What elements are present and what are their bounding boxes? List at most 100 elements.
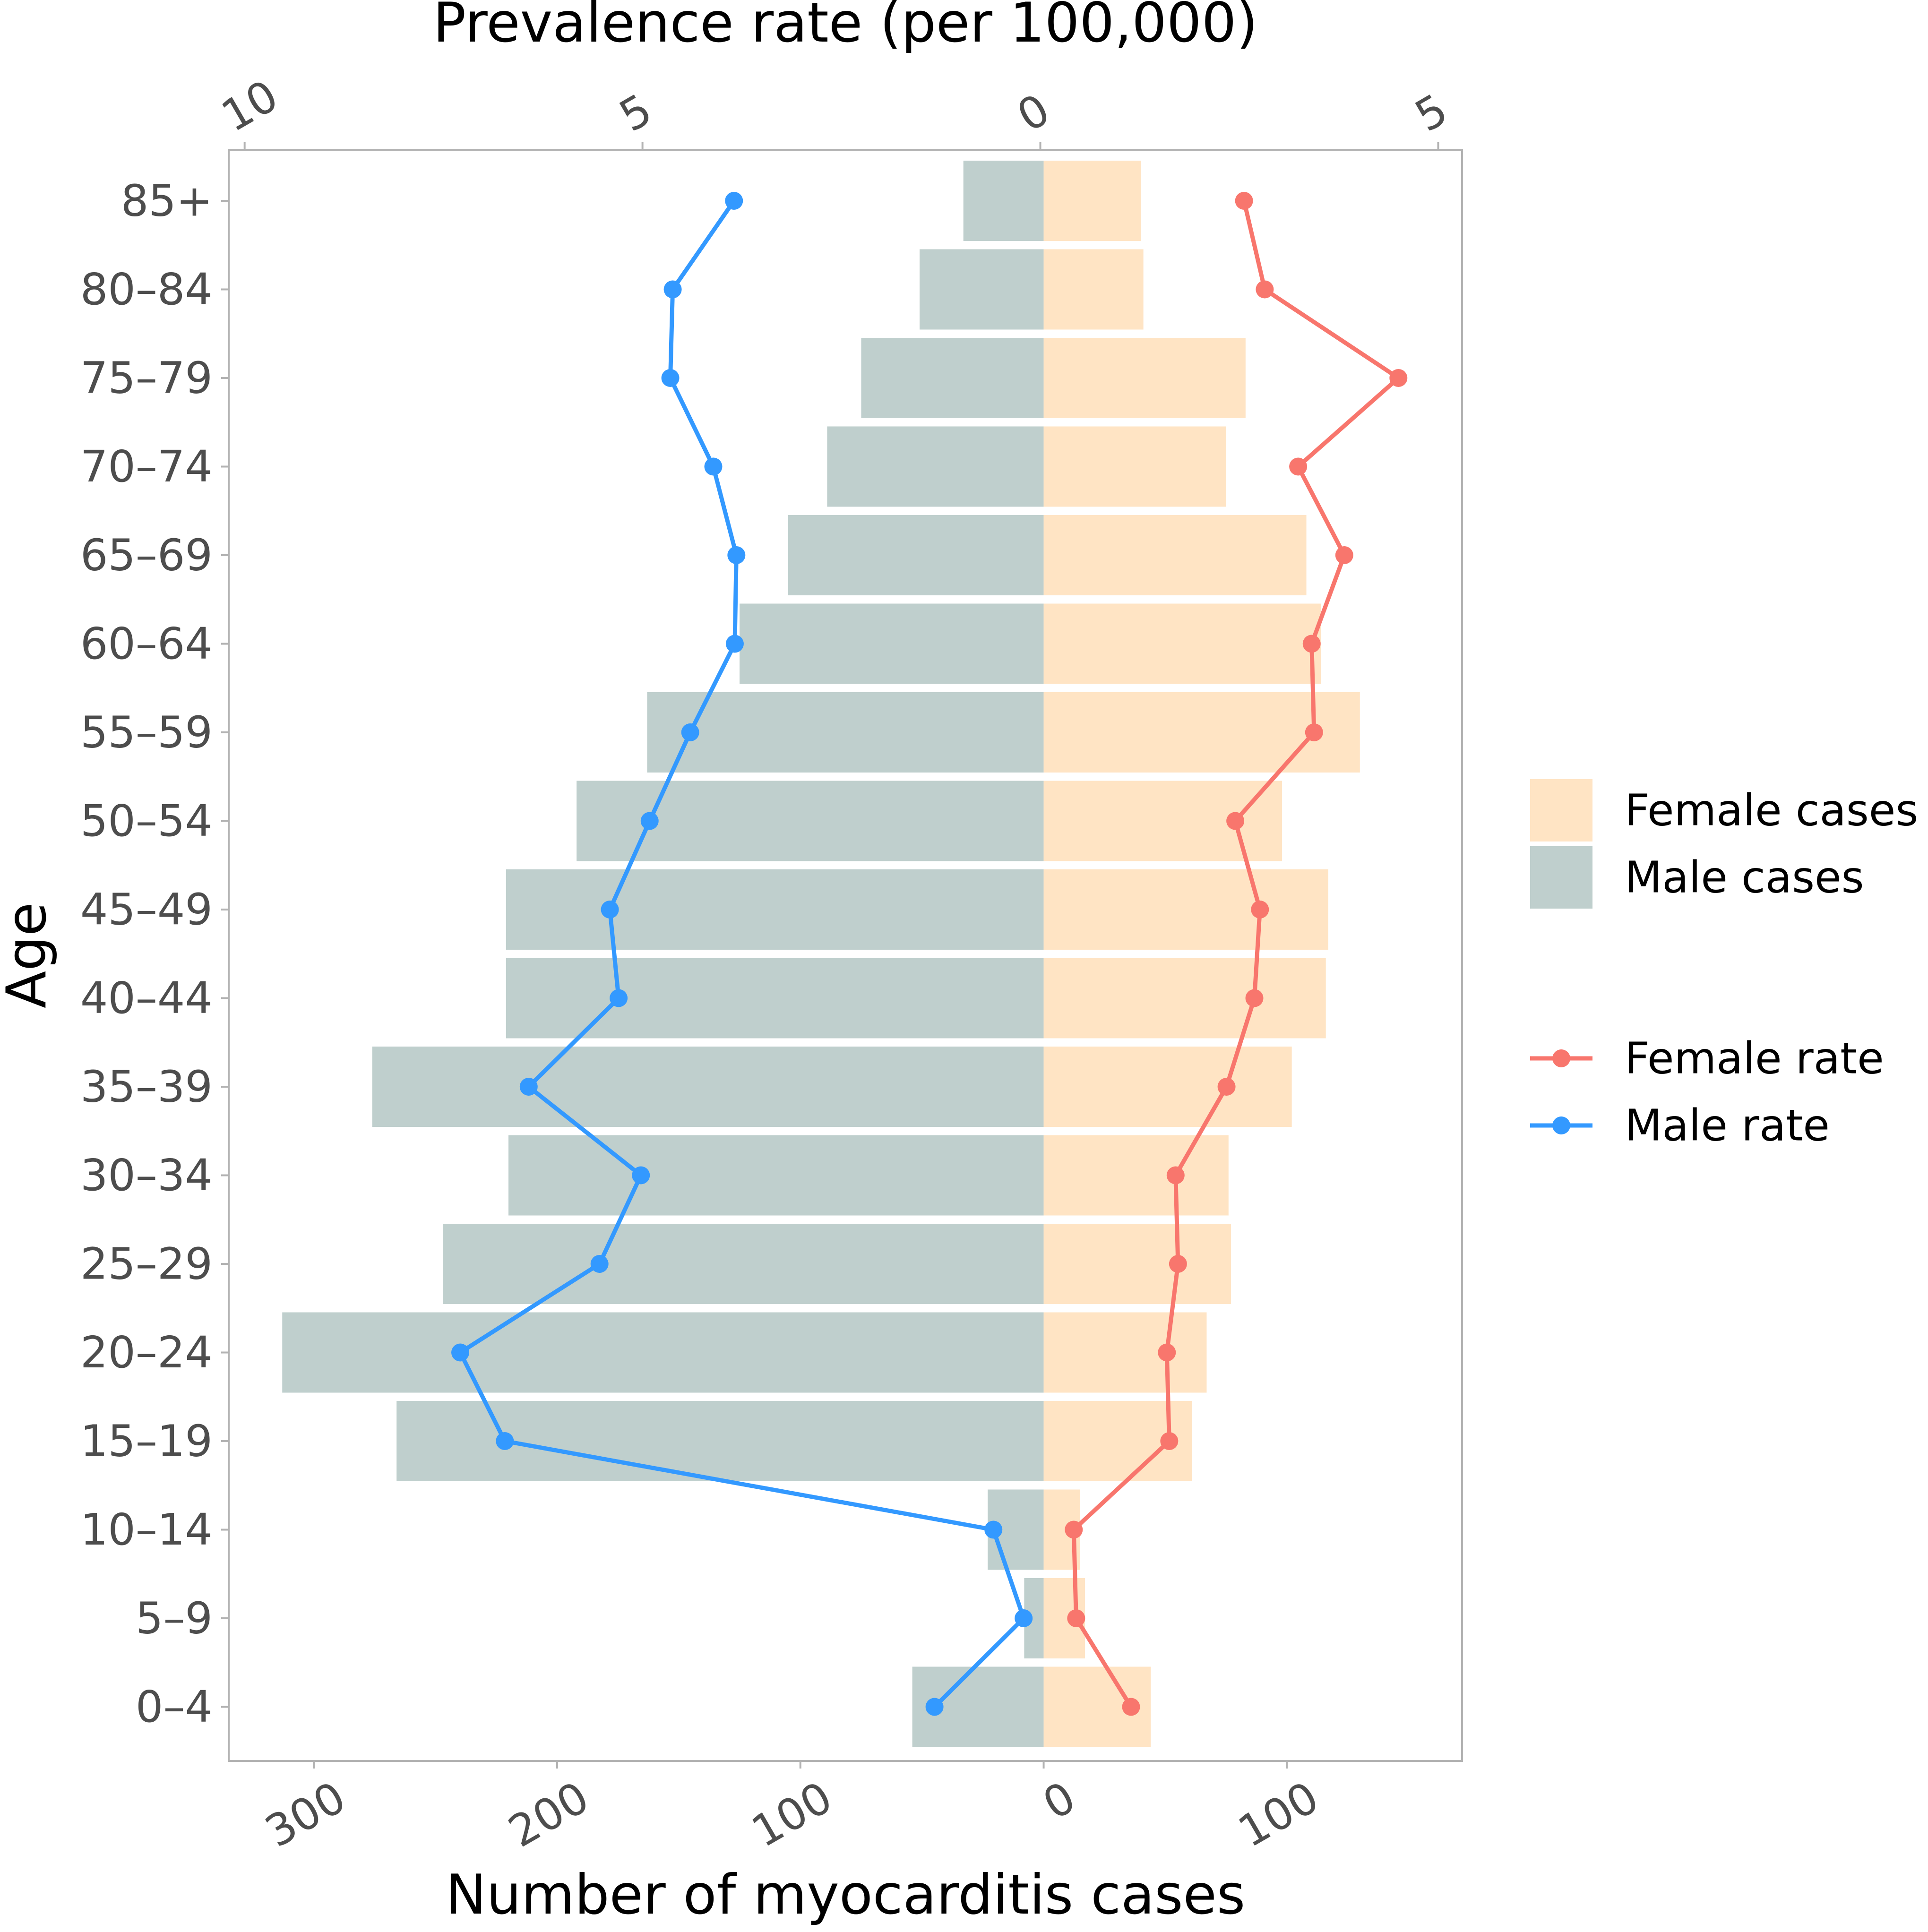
female-cases-bar-80-84 bbox=[1043, 249, 1144, 330]
female-cases-bar-35-39 bbox=[1043, 1047, 1292, 1127]
x-axis-top-title: Prevalence rate (per 100,000) bbox=[433, 0, 1258, 55]
male-cases-bar-60-64 bbox=[740, 603, 1044, 684]
male-cases-bar-55-59 bbox=[647, 692, 1044, 773]
male-rate-line bbox=[451, 192, 1033, 1716]
plot-panel-border bbox=[228, 149, 1463, 1762]
male-rate-point-35-39 bbox=[519, 1078, 538, 1096]
male-rate-point-30-34 bbox=[632, 1166, 650, 1185]
female-cases-bar-45-49 bbox=[1043, 869, 1328, 950]
male-rate-point-0-4 bbox=[925, 1698, 944, 1716]
female-cases-bar-70-74 bbox=[1043, 426, 1226, 507]
male-cases-bar-20-24 bbox=[282, 1312, 1044, 1393]
y-tick-label-0-4: 0–4 bbox=[136, 1682, 213, 1732]
y-tick-label-15-19: 15–19 bbox=[80, 1416, 213, 1467]
female-cases-bar-25-29 bbox=[1043, 1224, 1231, 1304]
female-rate-point-60-64 bbox=[1302, 635, 1321, 653]
y-tick-label-45-49: 45–49 bbox=[80, 884, 213, 935]
female-rate-point-45-49 bbox=[1251, 901, 1269, 919]
male-rate-point-40-44 bbox=[610, 989, 628, 1007]
female-rate-point-55-59 bbox=[1305, 723, 1323, 741]
legend-swatch-male-cases bbox=[1530, 846, 1592, 909]
y-tick-label-55-59: 55–59 bbox=[80, 707, 213, 758]
legend-label-female-cases: Female cases bbox=[1625, 785, 1918, 836]
female-cases-bar-75-79 bbox=[1043, 338, 1246, 418]
female-cases-bar-50-54 bbox=[1043, 781, 1282, 861]
male-cases-bar-15-19 bbox=[396, 1401, 1044, 1481]
legend-swatch-female-cases bbox=[1530, 779, 1592, 841]
y-axis-title: Age bbox=[0, 902, 59, 1008]
male-cases-bar-45-49 bbox=[506, 869, 1044, 950]
y-axis: 0–4 5–9 10–14 15–19 20–24 25–29 30–34 35–39 40–4… bbox=[80, 176, 229, 1732]
male-rate-path bbox=[458, 199, 1026, 1709]
female-cases-bar-65-69 bbox=[1043, 515, 1307, 595]
legend-marker-male-rate bbox=[1552, 1116, 1570, 1134]
female-rate-path bbox=[1071, 200, 1401, 1708]
female-cases-bar-20-24 bbox=[1043, 1312, 1207, 1393]
male-rate-point-85 bbox=[725, 192, 743, 210]
x-axis-bottom-title: Number of myocarditis cases bbox=[446, 1863, 1246, 1927]
male-cases-bar-25-29 bbox=[443, 1224, 1044, 1304]
male-rate-point-55-59 bbox=[681, 723, 699, 741]
female-cases-bar-40-44 bbox=[1043, 958, 1326, 1039]
legend-marker-female-rate bbox=[1552, 1049, 1570, 1067]
female-rate-point-70-74 bbox=[1289, 457, 1308, 476]
y-tick-label-5-9: 5–9 bbox=[136, 1593, 213, 1644]
y-tick-label-65-69: 65–69 bbox=[80, 530, 213, 581]
male-cases-bar-85 bbox=[963, 161, 1044, 241]
legend-label-female-rate: Female rate bbox=[1625, 1033, 1884, 1084]
y-tick-label-40-44: 40–44 bbox=[80, 973, 213, 1023]
female-rate-point-15-19 bbox=[1160, 1432, 1179, 1450]
male-cases-bar-70-74 bbox=[827, 426, 1044, 507]
female-rate-point-80-84 bbox=[1256, 280, 1274, 299]
y-tick-label-75-79: 75–79 bbox=[80, 353, 213, 404]
legend: Female cases Male cases Female rate Male ra… bbox=[1530, 779, 1918, 1151]
y-tick-label-10-14: 10–14 bbox=[80, 1504, 213, 1555]
female-rate-point-50-54 bbox=[1226, 812, 1245, 830]
male-rate-point-80-84 bbox=[663, 280, 682, 299]
female-cases-bar-85 bbox=[1043, 161, 1141, 241]
female-rate-point-25-29 bbox=[1169, 1255, 1187, 1273]
female-rate-point-85 bbox=[1235, 192, 1253, 210]
female-rate-point-30-34 bbox=[1166, 1166, 1185, 1185]
male-cases-bar-40-44 bbox=[506, 958, 1044, 1039]
male-rate-point-60-64 bbox=[725, 635, 744, 653]
male-rate-point-25-29 bbox=[590, 1255, 609, 1273]
male-cases-bar-35-39 bbox=[372, 1047, 1044, 1127]
legend-label-male-cases: Male cases bbox=[1625, 852, 1864, 903]
female-cases-bar-60-64 bbox=[1043, 603, 1321, 684]
y-tick-label-85: 85+ bbox=[121, 176, 213, 226]
y-tick-label-70-74: 70–74 bbox=[80, 441, 213, 492]
female-rate-point-65-69 bbox=[1335, 546, 1353, 564]
male-rate-point-75-79 bbox=[661, 369, 680, 387]
male-rate-point-15-19 bbox=[496, 1432, 514, 1450]
female-cases-bars bbox=[1043, 161, 1360, 1747]
female-rate-point-35-39 bbox=[1217, 1078, 1236, 1096]
female-rate-point-10-14 bbox=[1065, 1520, 1083, 1539]
male-rate-point-50-54 bbox=[640, 812, 659, 830]
male-rate-point-10-14 bbox=[984, 1520, 1003, 1539]
legend-label-male-rate: Male rate bbox=[1625, 1100, 1830, 1151]
male-rate-point-45-49 bbox=[601, 901, 619, 919]
y-tick-label-80-84: 80–84 bbox=[80, 264, 213, 315]
male-cases-bar-65-69 bbox=[788, 515, 1044, 595]
y-tick-label-30-34: 30–34 bbox=[80, 1150, 213, 1201]
female-rate-point-0-4 bbox=[1122, 1698, 1140, 1716]
female-rate-point-5-9 bbox=[1067, 1609, 1085, 1627]
male-cases-bar-75-79 bbox=[861, 338, 1044, 418]
y-tick-label-25-29: 25–29 bbox=[80, 1239, 213, 1289]
female-rate-line bbox=[1065, 192, 1408, 1716]
female-cases-bar-30-34 bbox=[1043, 1135, 1229, 1216]
male-cases-bar-80-84 bbox=[920, 249, 1044, 330]
y-tick-label-60-64: 60–64 bbox=[80, 618, 213, 669]
female-rate-point-40-44 bbox=[1245, 989, 1264, 1007]
male-rate-point-20-24 bbox=[451, 1343, 470, 1362]
male-rate-point-65-69 bbox=[727, 546, 746, 564]
female-rate-point-75-79 bbox=[1389, 369, 1408, 387]
female-rate-point-20-24 bbox=[1158, 1343, 1176, 1362]
male-rate-point-70-74 bbox=[704, 457, 723, 476]
male-cases-bar-30-34 bbox=[508, 1135, 1044, 1216]
y-tick-label-35-39: 35–39 bbox=[80, 1062, 213, 1112]
y-tick-label-20-24: 20–24 bbox=[80, 1327, 213, 1378]
